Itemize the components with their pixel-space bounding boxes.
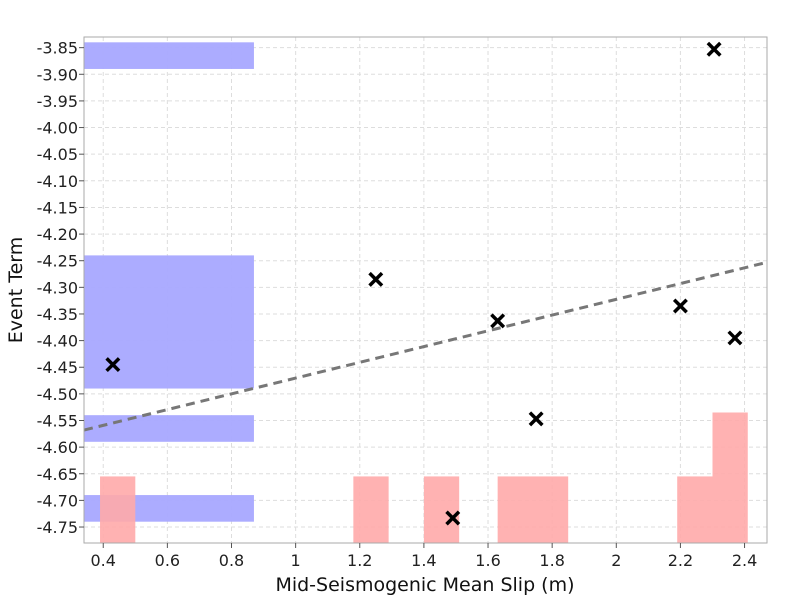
data-point xyxy=(490,313,506,329)
y-histogram-bar xyxy=(84,42,254,69)
x-tick-label: 2.2 xyxy=(668,551,693,570)
data-point xyxy=(672,298,688,314)
data-point xyxy=(368,271,384,287)
x-tick-label: 1.8 xyxy=(539,551,564,570)
y-axis-ticks: -3.85 -3.90 -3.95 -4.00 -4.05 -4.10 -4.15 -4.20… xyxy=(37,39,84,537)
x-histogram-bar xyxy=(677,476,713,543)
data-point xyxy=(105,357,121,373)
x-histogram xyxy=(100,412,748,543)
x-tick-label: 0.6 xyxy=(155,551,180,570)
x-histogram-bar xyxy=(100,476,136,543)
x-histogram-bar xyxy=(353,476,389,543)
x-tick-label: 1.6 xyxy=(475,551,500,570)
trend-line xyxy=(83,260,768,432)
y-tick-label: -4.30 xyxy=(37,278,78,297)
y-axis-title: Event Term xyxy=(5,237,27,344)
y-tick-label: -4.75 xyxy=(37,518,78,537)
data-point xyxy=(528,411,544,427)
x-tick-label: 1.2 xyxy=(347,551,372,570)
data-point xyxy=(706,41,722,57)
x-tick-label: 2.4 xyxy=(732,551,757,570)
x-tick-label: 2 xyxy=(611,551,621,570)
y-tick-label: -4.50 xyxy=(37,385,78,404)
y-tick-label: -4.35 xyxy=(37,305,78,324)
y-tick-label: -4.25 xyxy=(37,252,78,271)
y-tick-label: -4.70 xyxy=(37,491,78,510)
y-tick-label: -3.90 xyxy=(37,65,78,84)
x-tick-label: 1 xyxy=(291,551,301,570)
x-histogram-bar xyxy=(497,476,569,543)
x-histogram-bar xyxy=(423,476,460,543)
y-tick-label: -4.20 xyxy=(37,225,78,244)
plot-frame xyxy=(83,36,768,544)
y-tick-label: -4.55 xyxy=(37,411,78,430)
y-tick-label: -4.10 xyxy=(37,172,78,191)
x-axis-title: Mid-Seismogenic Mean Slip (m) xyxy=(275,574,574,596)
data-points xyxy=(105,41,743,526)
y-tick-label: -4.65 xyxy=(37,465,78,484)
y-tick-label: -4.40 xyxy=(37,332,78,351)
y-tick-label: -3.85 xyxy=(37,39,78,58)
y-tick-label: -4.60 xyxy=(37,438,78,457)
x-tick-label: 0.8 xyxy=(219,551,244,570)
y-tick-label: -4.45 xyxy=(37,358,78,377)
x-axis-ticks: 0.4 0.6 0.8 1 1.2 1.4 1.6 1.8 2 2.2 2.4 xyxy=(91,543,757,570)
data-point xyxy=(727,330,743,346)
y-tick-label: -4.00 xyxy=(37,119,78,138)
y-histogram-bar xyxy=(84,415,254,442)
x-tick-label: 1.4 xyxy=(411,551,436,570)
trend-line-group xyxy=(83,260,768,432)
x-tick-label: 0.4 xyxy=(91,551,116,570)
x-histogram-bar xyxy=(712,412,748,543)
y-histogram xyxy=(84,42,254,522)
data-point xyxy=(445,510,461,526)
y-tick-label: -4.05 xyxy=(37,145,78,164)
y-tick-label: -3.95 xyxy=(37,92,78,111)
y-tick-label: -4.15 xyxy=(37,198,78,217)
